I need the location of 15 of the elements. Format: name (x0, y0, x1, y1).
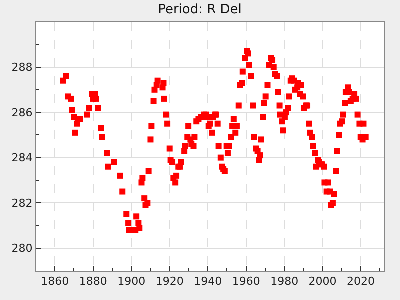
y-tick-label: 288 (12, 61, 33, 74)
x-tick-label: 1940 (194, 275, 222, 288)
x-tick-label: 1920 (156, 275, 184, 288)
x-tick-label: 1980 (270, 275, 299, 288)
x-tick-label: 1900 (118, 275, 146, 288)
x-tick-label: 1880 (79, 275, 108, 288)
y-tick-label: 282 (12, 196, 33, 210)
y-tick-label: 286 (12, 106, 33, 120)
x-tick-label: 2020 (347, 275, 376, 288)
x-tick-label: 1960 (232, 275, 260, 288)
y-tick-label: 284 (12, 152, 33, 165)
y-tick-label: 280 (12, 242, 33, 256)
chart-title: Period: R Del (158, 2, 242, 18)
x-tick-label: 1860 (41, 275, 70, 288)
x-tick-label: 2000 (308, 275, 337, 288)
